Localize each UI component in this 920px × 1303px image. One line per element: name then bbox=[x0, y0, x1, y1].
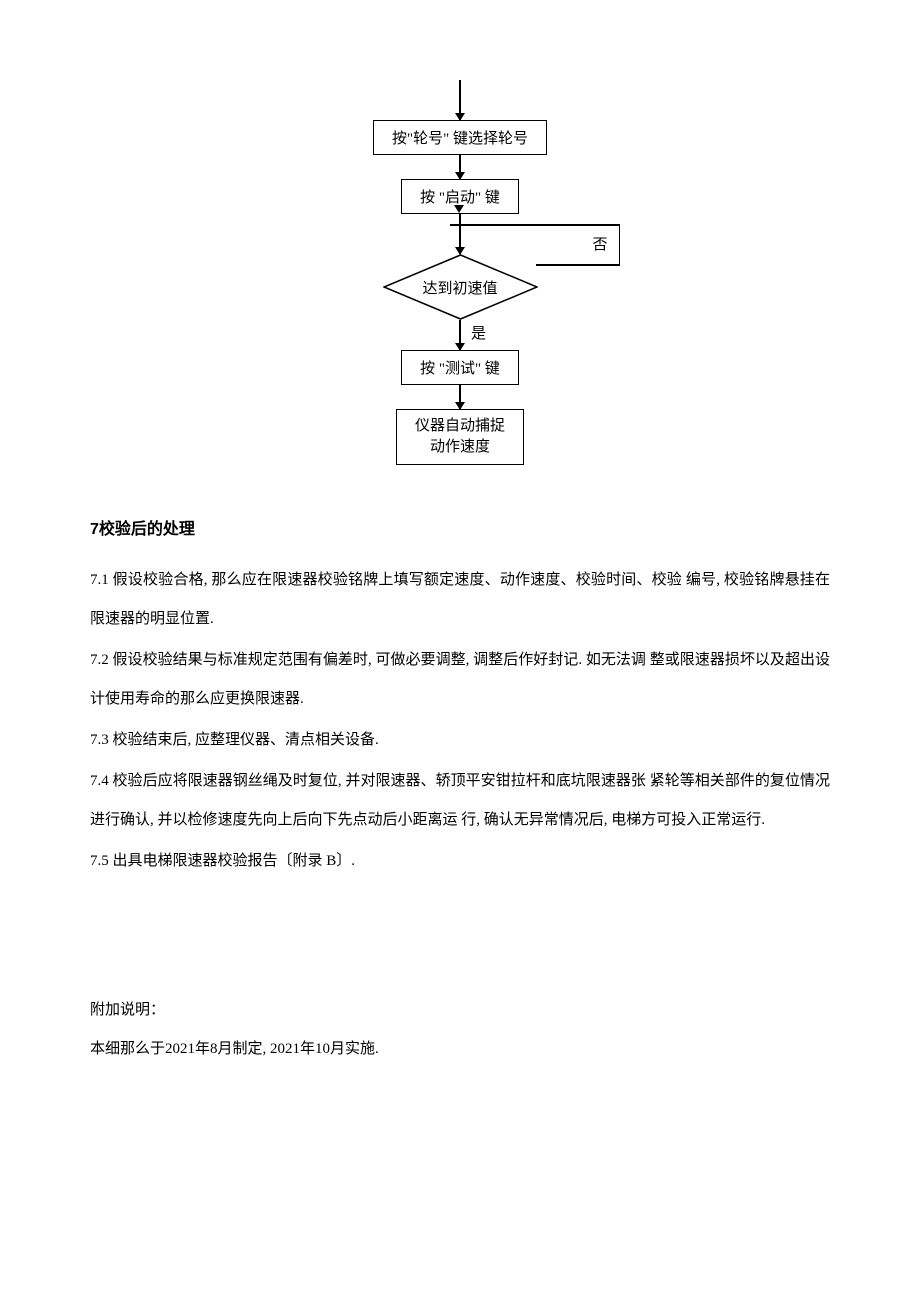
node-test-key: 按 "测试" 键 bbox=[401, 350, 519, 385]
footer-block: 附加说明： 本细那么于2021年8月制定, 2021年10月实施. bbox=[90, 991, 830, 1069]
para-7-1: 7.1 假设校验合格, 那么应在限速器校验铭牌上填写额定速度、动作速度、校验时间… bbox=[90, 561, 830, 639]
para-7-2: 7.2 假设校验结果与标准规定范围有偏差时, 可做必要调整, 调整后作好封记. … bbox=[90, 641, 830, 719]
footer-label: 附加说明： bbox=[90, 991, 830, 1030]
loop-h2 bbox=[450, 224, 620, 226]
para-7-3: 7.3 校验结束后, 应整理仪器、清点相关设备. bbox=[90, 721, 830, 760]
loop-wrap: 按 "启动" 键 达到初速值 否 是 按 "测试" 键 仪器自动捕捉 动作速度 bbox=[383, 179, 538, 465]
arrow-2 bbox=[459, 214, 461, 254]
capture-line2: 动作速度 bbox=[430, 439, 490, 455]
decision-label: 达到初速值 bbox=[422, 277, 497, 298]
edge-yes-label: 是 bbox=[471, 322, 486, 343]
node-wheel-select: 按"轮号" 键选择轮号 bbox=[373, 120, 547, 155]
arrow-3-head bbox=[459, 340, 461, 350]
loop-h1 bbox=[536, 264, 620, 266]
arrow-start bbox=[459, 80, 461, 120]
para-7-4: 7.4 校验后应将限速器钢丝绳及时复位, 并对限速器、轿顶平安钳拉杆和底坑限速器… bbox=[90, 762, 830, 840]
flowchart: 按"轮号" 键选择轮号 按 "启动" 键 达到初速值 否 是 按 "测试" 键 … bbox=[90, 80, 830, 465]
arrow-3-stem: 是 bbox=[459, 320, 461, 340]
para-7-5: 7.5 出具电梯限速器校验报告〔附录 B〕. bbox=[90, 842, 830, 881]
footer-text: 本细那么于2021年8月制定, 2021年10月实施. bbox=[90, 1030, 830, 1069]
loop-v bbox=[619, 224, 621, 264]
capture-line1: 仪器自动捕捉 bbox=[415, 418, 505, 434]
arrow-4 bbox=[459, 385, 461, 409]
node-capture: 仪器自动捕捉 动作速度 bbox=[396, 409, 524, 465]
section7-title: 7校验后的处理 bbox=[90, 515, 830, 539]
arrow-1 bbox=[459, 155, 461, 179]
node-decision: 达到初速值 bbox=[383, 254, 538, 320]
edge-no-label: 否 bbox=[593, 233, 608, 254]
